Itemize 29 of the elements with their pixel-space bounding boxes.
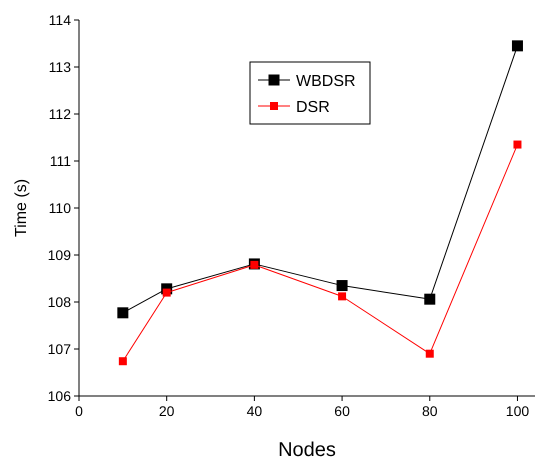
point: [513, 140, 522, 149]
x-tick-label: 0: [75, 403, 84, 419]
y-tick-label: 114: [48, 12, 72, 28]
y-tick-label: 107: [48, 341, 72, 357]
point: [118, 357, 127, 366]
y-tick-label: 109: [48, 247, 72, 263]
y-axis-title: Time (s): [13, 178, 30, 238]
y-tick-label: 110: [48, 200, 72, 216]
x-tick-label: 60: [334, 403, 350, 419]
x-tick-label: 100: [506, 403, 530, 419]
legend-label: DSR: [296, 99, 330, 116]
x-tick-label: 40: [246, 403, 262, 419]
point: [250, 260, 258, 269]
x-tick-label: 80: [422, 403, 438, 419]
y-tick-label: 111: [50, 153, 72, 169]
point: [162, 288, 171, 297]
legend-label: WBDSR: [296, 73, 356, 90]
point: [117, 307, 128, 318]
point: [336, 280, 348, 292]
x-axis-title: Nodes: [278, 439, 336, 461]
y-tick-label: 108: [48, 294, 72, 310]
y-tick-label: 113: [48, 59, 72, 75]
x-tick-label: 20: [158, 403, 175, 419]
point: [338, 292, 346, 300]
y-tick-label: 112: [48, 106, 72, 122]
point: [426, 350, 434, 358]
point: [424, 294, 436, 305]
y-tick-label: 106: [48, 388, 72, 404]
point: [512, 40, 523, 52]
